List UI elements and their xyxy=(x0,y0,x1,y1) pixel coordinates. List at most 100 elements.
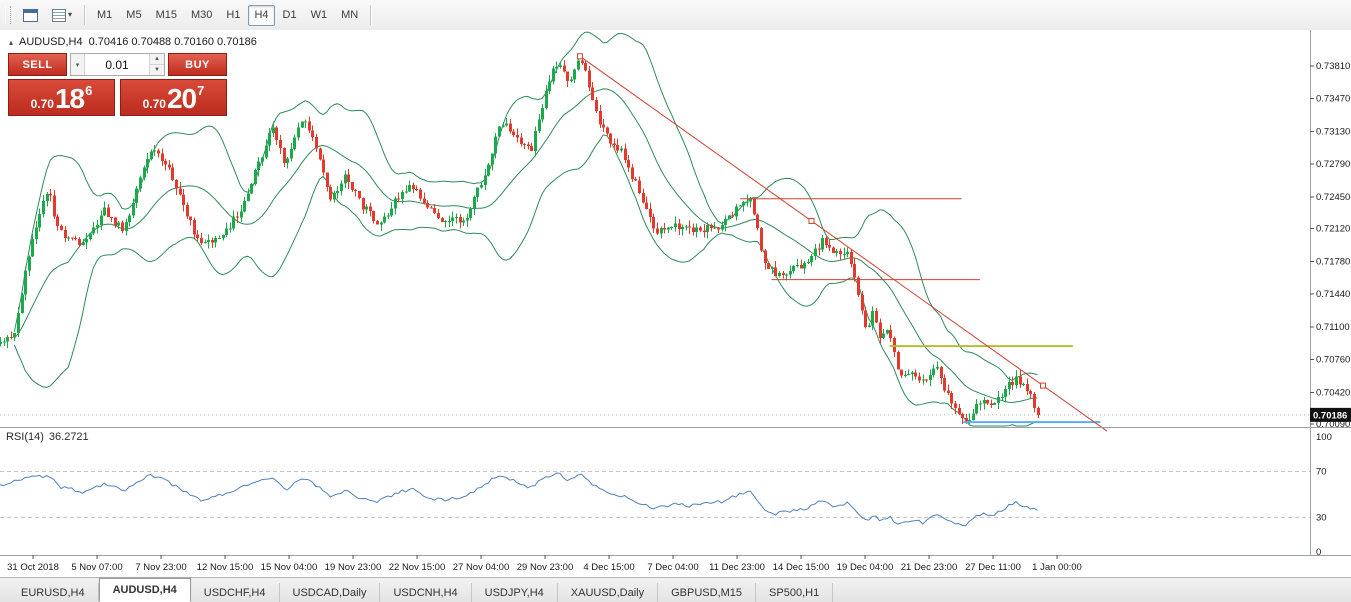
price-scale-label: 0.70090 xyxy=(1316,419,1350,430)
tab-sp500-h1[interactable]: SP500,H1 xyxy=(756,583,834,602)
timeframe-button-h4[interactable]: H4 xyxy=(248,4,275,26)
toolbar-grip[interactable] xyxy=(5,6,11,24)
chart-title: ▴ AUDUSD,H4 0.70416 0.70488 0.70160 0.70… xyxy=(9,36,257,48)
chart-window-icon xyxy=(23,8,38,22)
timeframe-button-mn[interactable]: MN xyxy=(335,5,364,26)
ask-big-digits: 20 xyxy=(166,83,197,114)
collapse-arrow-icon[interactable]: ▴ xyxy=(9,37,14,47)
price-scale-label: 0.72790 xyxy=(1316,159,1350,170)
current-price-badge xyxy=(1310,407,1351,422)
current-price-text: 0.70186 xyxy=(1313,410,1347,421)
price-scale-label: 0.70760 xyxy=(1316,355,1350,366)
volume-dropdown-caret-icon[interactable]: ▾ xyxy=(71,54,85,75)
price-scale-label: 0.72120 xyxy=(1316,224,1350,235)
toolbar-separator xyxy=(84,5,86,25)
volume-spin-buttons: ▲ ▼ xyxy=(149,54,164,75)
trendline-object[interactable] xyxy=(576,53,1108,432)
tab-usdchf-h4[interactable]: USDCHF,H4 xyxy=(191,583,280,602)
rsi-scale-label: 30 xyxy=(1316,513,1327,524)
tab-usdcad-daily[interactable]: USDCAD,Daily xyxy=(280,583,381,602)
rsi-scale-label: 0 xyxy=(1316,547,1321,558)
timeframe-button-m5[interactable]: M5 xyxy=(120,5,147,26)
ask-price-panel[interactable]: 0.70 20 7 xyxy=(120,79,227,116)
tab-usdjpy-h4[interactable]: USDJPY,H4 xyxy=(472,583,558,602)
tab-audusd-h4[interactable]: AUDUSD,H4 xyxy=(98,578,191,602)
time-axis-label: 19 Dec 04:00 xyxy=(837,562,894,573)
bid-price-panel[interactable]: 0.70 18 6 xyxy=(8,79,115,116)
price-scale[interactable]: 0.73810 0.73470 0.73130 0.72790 0.72450 0.721… xyxy=(1310,61,1351,558)
price-scale-label: 0.70420 xyxy=(1316,387,1350,398)
trendline-anchor-marker[interactable] xyxy=(1040,382,1047,389)
chart-tabbar: EURUSD,H4 AUDUSD,H4 USDCHF,H4 USDCAD,Dai… xyxy=(0,577,1351,602)
volume-decrement-button[interactable]: ▼ xyxy=(150,65,164,75)
volume-value[interactable]: 0.01 xyxy=(105,57,129,72)
tab-xauusd-daily[interactable]: XAUUSD,Daily xyxy=(558,583,659,602)
time-axis-label: 15 Nov 04:00 xyxy=(261,562,318,573)
bid-big-digits: 18 xyxy=(54,83,85,114)
bid-pip-sup: 6 xyxy=(85,83,93,98)
price-scale-label: 0.73470 xyxy=(1316,94,1350,105)
time-axis-label: 19 Nov 23:00 xyxy=(325,562,382,573)
rsi-scale-label: 100 xyxy=(1316,432,1332,443)
timeframe-button-d1[interactable]: D1 xyxy=(277,5,303,26)
symbol-period-label: AUDUSD,H4 xyxy=(19,36,83,48)
tab-gbpusd-m15[interactable]: GBPUSD,M15 xyxy=(658,583,757,602)
rsi-value: 36.2721 xyxy=(48,431,89,443)
trendline-anchor-marker[interactable] xyxy=(576,53,583,60)
bollinger-upper-band xyxy=(13,31,1038,382)
ask-prefix: 0.70 xyxy=(142,97,166,111)
time-axis-label: 21 Dec 23:00 xyxy=(901,562,958,573)
price-scale-label: 0.72450 xyxy=(1316,192,1350,203)
volume-spinner[interactable]: ▾ 0.01 ▲ ▼ xyxy=(70,53,165,76)
toolbar-separator xyxy=(370,5,372,25)
price-scale-label: 0.73130 xyxy=(1316,126,1350,137)
time-axis-label: 5 Nov 07:00 xyxy=(71,562,122,573)
price-scale-label: 0.71780 xyxy=(1316,256,1350,267)
price-scale-label: 0.73810 xyxy=(1316,61,1350,72)
one-click-trading-panel: SELL ▾ 0.01 ▲ ▼ BUY 0.70 18 6 xyxy=(8,53,227,116)
timeframe-button-w1[interactable]: W1 xyxy=(305,5,334,26)
rsi-indicator-label: RSI(14) 36.2721 xyxy=(6,431,89,443)
time-axis-label: 7 Dec 04:00 xyxy=(647,562,698,573)
rsi-line xyxy=(0,472,1038,527)
time-axis-label: 31 Oct 2018 xyxy=(7,562,59,573)
rsi-title: RSI(14) xyxy=(6,431,44,443)
toolbar: ▾ M1 M5 M15 M30 H1 H4 D1 W1 MN xyxy=(0,0,1351,31)
time-axis-label: 27 Dec 11:00 xyxy=(965,562,1021,573)
new-chart-button[interactable] xyxy=(17,5,44,26)
timeframe-button-m30[interactable]: M30 xyxy=(185,5,218,26)
sell-button[interactable]: SELL xyxy=(8,53,67,76)
chart-region: 0.73810 0.73470 0.73130 0.72790 0.72450 0.721… xyxy=(0,30,1351,578)
time-axis-label: 14 Dec 15:00 xyxy=(773,562,830,573)
tab-usdcnh-h4[interactable]: USDCNH,H4 xyxy=(380,583,472,602)
timeframe-button-m1[interactable]: M1 xyxy=(91,5,118,26)
buy-button[interactable]: BUY xyxy=(168,53,227,76)
chart-list-button[interactable]: ▾ xyxy=(46,5,78,26)
dropdown-caret-icon: ▾ xyxy=(68,10,73,19)
ohlc-values: 0.70416 0.70488 0.70160 0.70186 xyxy=(88,36,257,48)
time-axis-label: 22 Nov 15:00 xyxy=(389,562,446,573)
time-axis-label: 12 Nov 15:00 xyxy=(197,562,254,573)
trendline-anchor-marker[interactable] xyxy=(808,217,815,224)
time-axis[interactable]: 31 Oct 2018 5 Nov 07:00 7 Nov 23:00 12 Nov … xyxy=(7,555,1082,573)
timeframe-button-m15[interactable]: M15 xyxy=(150,5,183,26)
bollinger-middle-band xyxy=(13,88,1038,404)
rsi-level-lines xyxy=(0,471,1310,518)
candles-layer xyxy=(0,54,1040,425)
rsi-scale-label: 70 xyxy=(1316,467,1327,478)
timeframe-button-h1[interactable]: H1 xyxy=(220,5,246,26)
chart-list-icon xyxy=(52,8,66,22)
ask-pip-sup: 7 xyxy=(197,83,205,98)
time-axis-label: 1 Jan 00:00 xyxy=(1032,562,1082,573)
time-axis-label: 11 Dec 23:00 xyxy=(709,562,765,573)
time-axis-label: 4 Dec 15:00 xyxy=(583,562,634,573)
price-scale-label: 0.71440 xyxy=(1316,289,1350,300)
price-scale-label: 0.71100 xyxy=(1316,322,1350,333)
time-axis-label: 7 Nov 23:00 xyxy=(135,562,186,573)
chart-canvas[interactable]: 0.73810 0.73470 0.73130 0.72790 0.72450 0.721… xyxy=(0,30,1351,578)
tab-eurusd-h4[interactable]: EURUSD,H4 xyxy=(8,583,99,602)
volume-increment-button[interactable]: ▲ xyxy=(150,54,164,65)
time-axis-label: 27 Nov 04:00 xyxy=(453,562,510,573)
time-axis-label: 29 Nov 23:00 xyxy=(517,562,574,573)
